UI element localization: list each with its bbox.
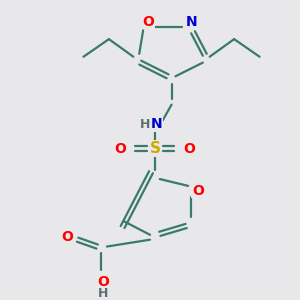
- Text: O: O: [192, 184, 204, 198]
- Text: O: O: [115, 142, 127, 156]
- Text: N: N: [151, 117, 163, 131]
- Text: H: H: [140, 118, 150, 131]
- Text: O: O: [183, 142, 195, 156]
- Text: O: O: [61, 230, 73, 244]
- Text: S: S: [149, 141, 161, 156]
- Text: N: N: [185, 14, 197, 28]
- Text: O: O: [142, 14, 154, 28]
- Text: H: H: [98, 287, 108, 300]
- Text: O: O: [97, 275, 109, 289]
